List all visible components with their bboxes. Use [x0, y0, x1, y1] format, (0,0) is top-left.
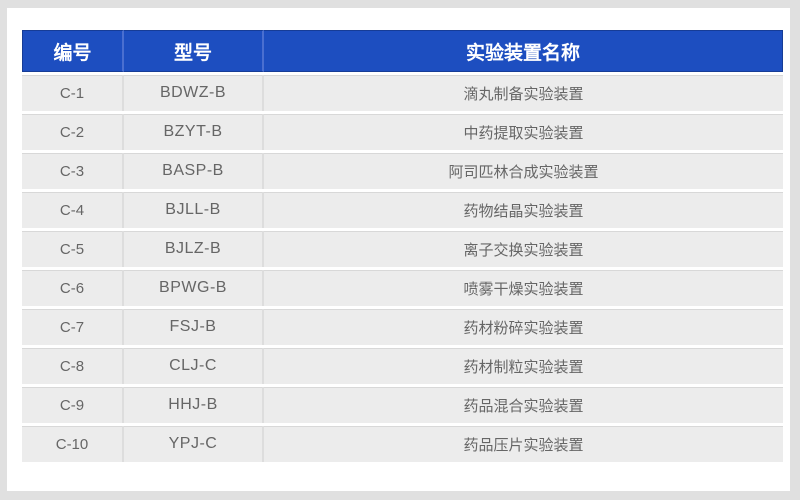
cell-device-name: 药材制粒实验装置 [264, 348, 783, 384]
cell-number: C-6 [22, 270, 124, 306]
table-row: C-8 CLJ-C 药材制粒实验装置 [22, 348, 783, 384]
cell-device-name: 中药提取实验装置 [264, 114, 783, 150]
cell-device-name: 药物结晶实验装置 [264, 192, 783, 228]
cell-model: BPWG-B [124, 270, 264, 306]
header-cell-device-name: 实验装置名称 [264, 30, 783, 72]
cell-device-name: 喷雾干燥实验装置 [264, 270, 783, 306]
cell-device-name: 药品压片实验装置 [264, 426, 783, 462]
table-header: 编号 型号 实验装置名称 [22, 30, 783, 72]
table-row: C-1 BDWZ-B 滴丸制备实验装置 [22, 75, 783, 111]
table-row: C-2 BZYT-B 中药提取实验装置 [22, 114, 783, 150]
cell-model: BASP-B [124, 153, 264, 189]
table-row: C-5 BJLZ-B 离子交换实验装置 [22, 231, 783, 267]
table-row: C-9 HHJ-B 药品混合实验装置 [22, 387, 783, 423]
cell-model: YPJ-C [124, 426, 264, 462]
cell-number: C-4 [22, 192, 124, 228]
cell-number: C-5 [22, 231, 124, 267]
header-cell-model: 型号 [124, 30, 264, 72]
table-row: C-10 YPJ-C 药品压片实验装置 [22, 426, 783, 462]
table-row: C-4 BJLL-B 药物结晶实验装置 [22, 192, 783, 228]
table-row: C-6 BPWG-B 喷雾干燥实验装置 [22, 270, 783, 306]
cell-model: BJLL-B [124, 192, 264, 228]
cell-number: C-8 [22, 348, 124, 384]
cell-model: BDWZ-B [124, 75, 264, 111]
cell-device-name: 药材粉碎实验装置 [264, 309, 783, 345]
cell-number: C-10 [22, 426, 124, 462]
cell-device-name: 离子交换实验装置 [264, 231, 783, 267]
equipment-spec-table: 编号 型号 实验装置名称 C-1 BDWZ-B 滴丸制备实验装置 C-2 BZY… [22, 27, 783, 465]
header-cell-number: 编号 [22, 30, 124, 72]
header-row: 编号 型号 实验装置名称 [22, 30, 783, 72]
table-row: C-7 FSJ-B 药材粉碎实验装置 [22, 309, 783, 345]
content-card: 编号 型号 实验装置名称 C-1 BDWZ-B 滴丸制备实验装置 C-2 BZY… [7, 8, 790, 491]
cell-model: CLJ-C [124, 348, 264, 384]
cell-model: HHJ-B [124, 387, 264, 423]
cell-model: BJLZ-B [124, 231, 264, 267]
cell-model: FSJ-B [124, 309, 264, 345]
cell-number: C-7 [22, 309, 124, 345]
table-body: C-1 BDWZ-B 滴丸制备实验装置 C-2 BZYT-B 中药提取实验装置 … [22, 75, 783, 462]
cell-model: BZYT-B [124, 114, 264, 150]
cell-device-name: 滴丸制备实验装置 [264, 75, 783, 111]
cell-device-name: 药品混合实验装置 [264, 387, 783, 423]
cell-number: C-1 [22, 75, 124, 111]
cell-number: C-2 [22, 114, 124, 150]
cell-device-name: 阿司匹林合成实验装置 [264, 153, 783, 189]
cell-number: C-3 [22, 153, 124, 189]
cell-number: C-9 [22, 387, 124, 423]
table-row: C-3 BASP-B 阿司匹林合成实验装置 [22, 153, 783, 189]
